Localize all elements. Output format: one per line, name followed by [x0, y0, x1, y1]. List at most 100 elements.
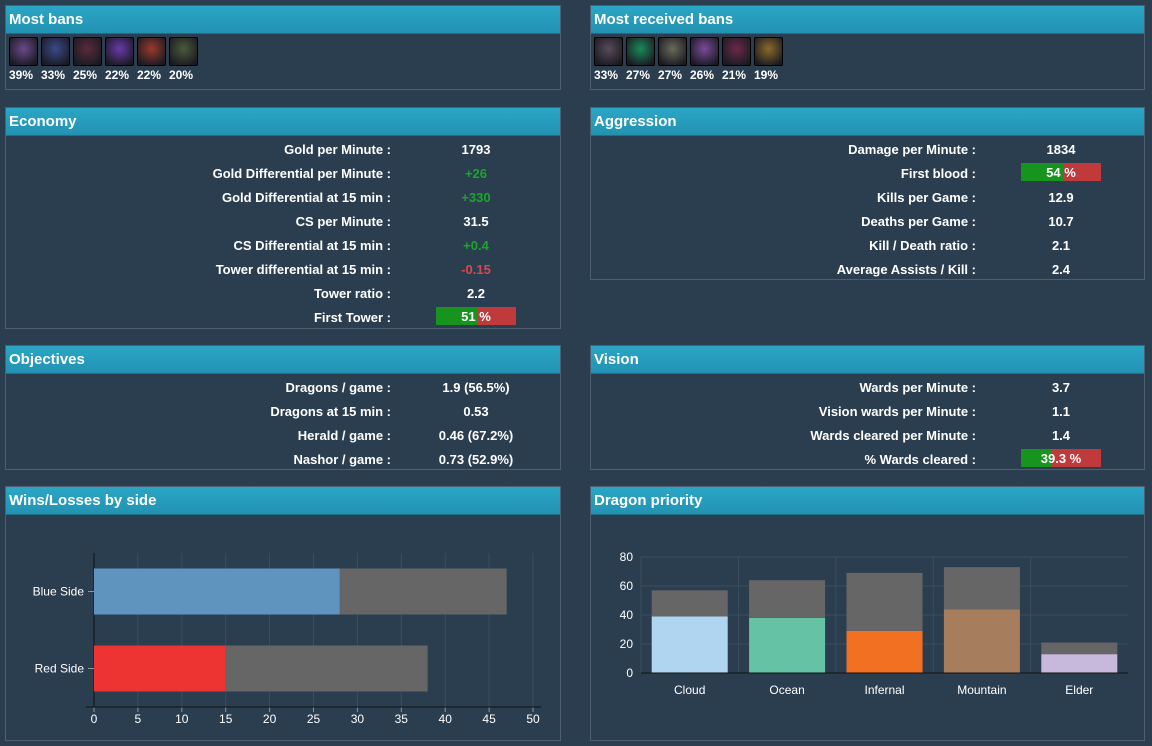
ban-item: 20% [169, 37, 198, 82]
ban-item: 27% [626, 37, 655, 82]
ban-rate: 33% [594, 68, 619, 82]
stat-value: 2.2 [466, 286, 486, 301]
dragon-priority-chart: 0 20 40 60 80 Cloud Ocean Infernal Mountain Elder [620, 550, 1128, 697]
stat-row: Gold Differential per Minute : +26 [6, 162, 560, 186]
stat-value: 0.73 (52.9%) [438, 452, 514, 467]
x-tick-label: 10 [175, 712, 189, 726]
champion-portrait-4-icon [105, 37, 134, 66]
ban-rate: 33% [41, 68, 66, 82]
most-bans-panel: Most bans 39% 33% 25% 22% 22% 20% [5, 5, 561, 90]
ban-rate: 27% [626, 68, 651, 82]
ban-rate: 22% [137, 68, 162, 82]
stat-value: 1.1 [1051, 404, 1071, 419]
y-tick-label: 0 [626, 666, 633, 680]
stat-label: Dragons at 15 min : [270, 404, 391, 419]
stat-label: Nashor / game : [293, 452, 391, 467]
stat-row: Wards cleared per Minute : 1.4 [591, 424, 1144, 448]
y-tick-label: 80 [620, 550, 634, 564]
stat-label: CS per Minute : [295, 214, 391, 229]
stat-row: Kill / Death ratio : 2.1 [591, 234, 1144, 258]
stat-row: Gold Differential at 15 min : +330 [6, 186, 560, 210]
stat-label: Kills per Game : [877, 190, 976, 205]
ratio-bar: 39.3 % [1021, 449, 1101, 467]
stat-value: 51 % [461, 309, 491, 324]
stat-row: % Wards cleared : 39.3 % [591, 448, 1144, 472]
stat-row: Gold per Minute : 1793 [6, 138, 560, 162]
champion-portrait-9-icon [658, 37, 687, 66]
ban-rate: 20% [169, 68, 194, 82]
ban-rate: 25% [73, 68, 98, 82]
dragon-priority-title: Dragon priority [591, 487, 1144, 515]
bar-value [651, 616, 728, 673]
champion-portrait-7-icon [594, 37, 623, 66]
bar-value [846, 630, 923, 673]
x-tick-label: 35 [395, 712, 409, 726]
champion-portrait-5-icon [137, 37, 166, 66]
stat-label: Damage per Minute : [848, 142, 976, 157]
x-tick-label: 20 [263, 712, 277, 726]
ban-rate: 22% [105, 68, 130, 82]
stat-label: CS Differential at 15 min : [233, 238, 391, 253]
stat-label: Gold per Minute : [284, 142, 391, 157]
bar-losses [339, 568, 507, 615]
wins-losses-panel: Wins/Losses by side 0 5 10 15 20 25 30 35 40 45 50… [5, 486, 561, 741]
stat-label: Average Assists / Kill : [836, 262, 976, 277]
ban-item: 22% [137, 37, 166, 82]
bar-value [1041, 654, 1118, 673]
ban-rate: 21% [722, 68, 747, 82]
ratio-bar: 51 % [436, 307, 516, 325]
bar-remainder [651, 590, 728, 617]
x-tick-label: 5 [135, 712, 142, 726]
stat-row: Nashor / game : 0.73 (52.9%) [6, 448, 560, 472]
stat-value: 54 % [1046, 165, 1076, 180]
stat-label: Tower ratio : [313, 286, 391, 301]
bar-remainder [943, 567, 1020, 610]
stat-value: 1793 [461, 142, 491, 157]
x-tick-label: 50 [526, 712, 540, 726]
stat-value: 0.46 (67.2%) [438, 428, 514, 443]
most-received-bans-list: 33% 27% 27% 26% 21% 19% [591, 34, 1144, 82]
most-received-bans-title: Most received bans [591, 6, 1144, 34]
stat-value: 10.7 [1048, 214, 1074, 229]
ratio-bar-fill [436, 307, 477, 325]
ban-rate: 27% [658, 68, 683, 82]
stat-value: 1834 [1046, 142, 1076, 157]
champion-portrait-8-icon [626, 37, 655, 66]
bar-value [749, 617, 826, 673]
economy-panel: Economy Gold per Minute : 1793 Gold Differ… [5, 107, 561, 329]
stat-label: % Wards cleared : [864, 452, 976, 467]
stat-row: Wards per Minute : 3.7 [591, 376, 1144, 400]
ban-item: 33% [41, 37, 70, 82]
ban-item: 21% [722, 37, 751, 82]
ban-item: 33% [594, 37, 623, 82]
stat-label: Herald / game : [297, 428, 391, 443]
stat-value: 12.9 [1048, 190, 1074, 205]
stat-label: Wards cleared per Minute : [810, 428, 976, 443]
stat-row: First blood : 54 % [591, 162, 1144, 186]
stat-value: -0.15 [461, 262, 491, 277]
vision-title: Vision [591, 346, 1144, 374]
vision-stats: Wards per Minute : 3.7 Vision wards per Mi… [591, 374, 1144, 472]
stat-label: Deaths per Game : [861, 214, 976, 229]
x-tick-label: 40 [439, 712, 453, 726]
category-label: Blue Side [33, 585, 85, 599]
bar-remainder [1041, 642, 1118, 655]
bar-remainder [846, 572, 923, 631]
bar-remainder [749, 580, 826, 618]
y-tick-label: 40 [620, 608, 634, 622]
stat-label: First Tower : [313, 310, 391, 325]
stat-value: 2.4 [1051, 262, 1071, 277]
category-label: Cloud [674, 683, 705, 697]
champion-portrait-2-icon [41, 37, 70, 66]
x-tick-label: 15 [219, 712, 233, 726]
stat-label: Dragons / game : [285, 380, 391, 395]
wins-losses-title: Wins/Losses by side [6, 487, 560, 515]
objectives-stats: Dragons / game : 1.9 (56.5%) Dragons at 15… [6, 374, 560, 472]
stat-value: 1.4 [1051, 428, 1071, 443]
champion-portrait-1-icon [9, 37, 38, 66]
stat-label: Wards per Minute : [859, 380, 976, 395]
stat-row: Dragons at 15 min : 0.53 [6, 400, 560, 424]
champion-portrait-12-icon [754, 37, 783, 66]
economy-stats: Gold per Minute : 1793 Gold Differential p… [6, 136, 560, 330]
ban-item: 19% [754, 37, 783, 82]
